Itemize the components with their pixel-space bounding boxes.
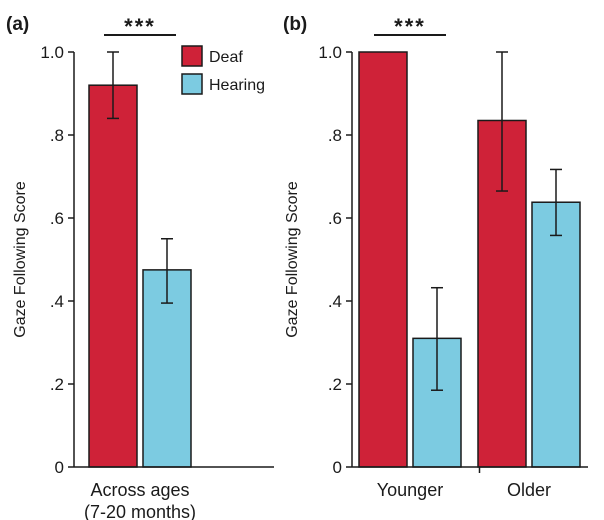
x-category-label: (7-20 months) bbox=[84, 502, 196, 520]
y-tick-label: .8 bbox=[328, 126, 342, 145]
panel-label: (a) bbox=[6, 14, 29, 35]
y-tick-label: 0 bbox=[333, 458, 342, 477]
y-tick-label: .8 bbox=[50, 126, 64, 145]
y-tick-label: .6 bbox=[50, 209, 64, 228]
y-tick-label: 1.0 bbox=[40, 43, 64, 62]
significance-marker: *** bbox=[124, 14, 156, 39]
x-category-label: Older bbox=[507, 480, 551, 500]
y-tick-label: .4 bbox=[50, 292, 64, 311]
bar-deaf-1 bbox=[88, 84, 138, 468]
chart-panel-a: (a) Gaze Following Score 0 .2 .4 .6 .8 1.0 Acros… bbox=[6, 14, 274, 520]
y-axis-title: Gaze Following Score bbox=[284, 181, 301, 338]
legend-swatch-hearing bbox=[181, 73, 203, 95]
bar-deaf-1 bbox=[358, 51, 408, 468]
y-tick-label: .4 bbox=[328, 292, 342, 311]
x-category-label: Younger bbox=[377, 480, 443, 500]
y-tick-label: 1.0 bbox=[318, 43, 342, 62]
panel-label: (b) bbox=[283, 14, 307, 35]
bar-hearing-2 bbox=[531, 201, 581, 468]
y-tick-label: .2 bbox=[328, 375, 342, 394]
y-tick-label: .6 bbox=[328, 209, 342, 228]
legend-label-hearing: Hearing bbox=[209, 77, 265, 94]
legend-label-deaf: Deaf bbox=[209, 49, 243, 66]
y-axis-title: Gaze Following Score bbox=[12, 181, 29, 338]
y-tick-label: .2 bbox=[50, 375, 64, 394]
x-category-label: Across ages bbox=[90, 480, 189, 500]
significance-marker: *** bbox=[394, 14, 426, 39]
y-tick-label: 0 bbox=[55, 458, 64, 477]
legend-swatch-deaf bbox=[181, 45, 203, 67]
chart-panel-b: (b) Gaze Following Score 0 .2 .4 .6 .8 1.0 Young… bbox=[283, 14, 588, 500]
